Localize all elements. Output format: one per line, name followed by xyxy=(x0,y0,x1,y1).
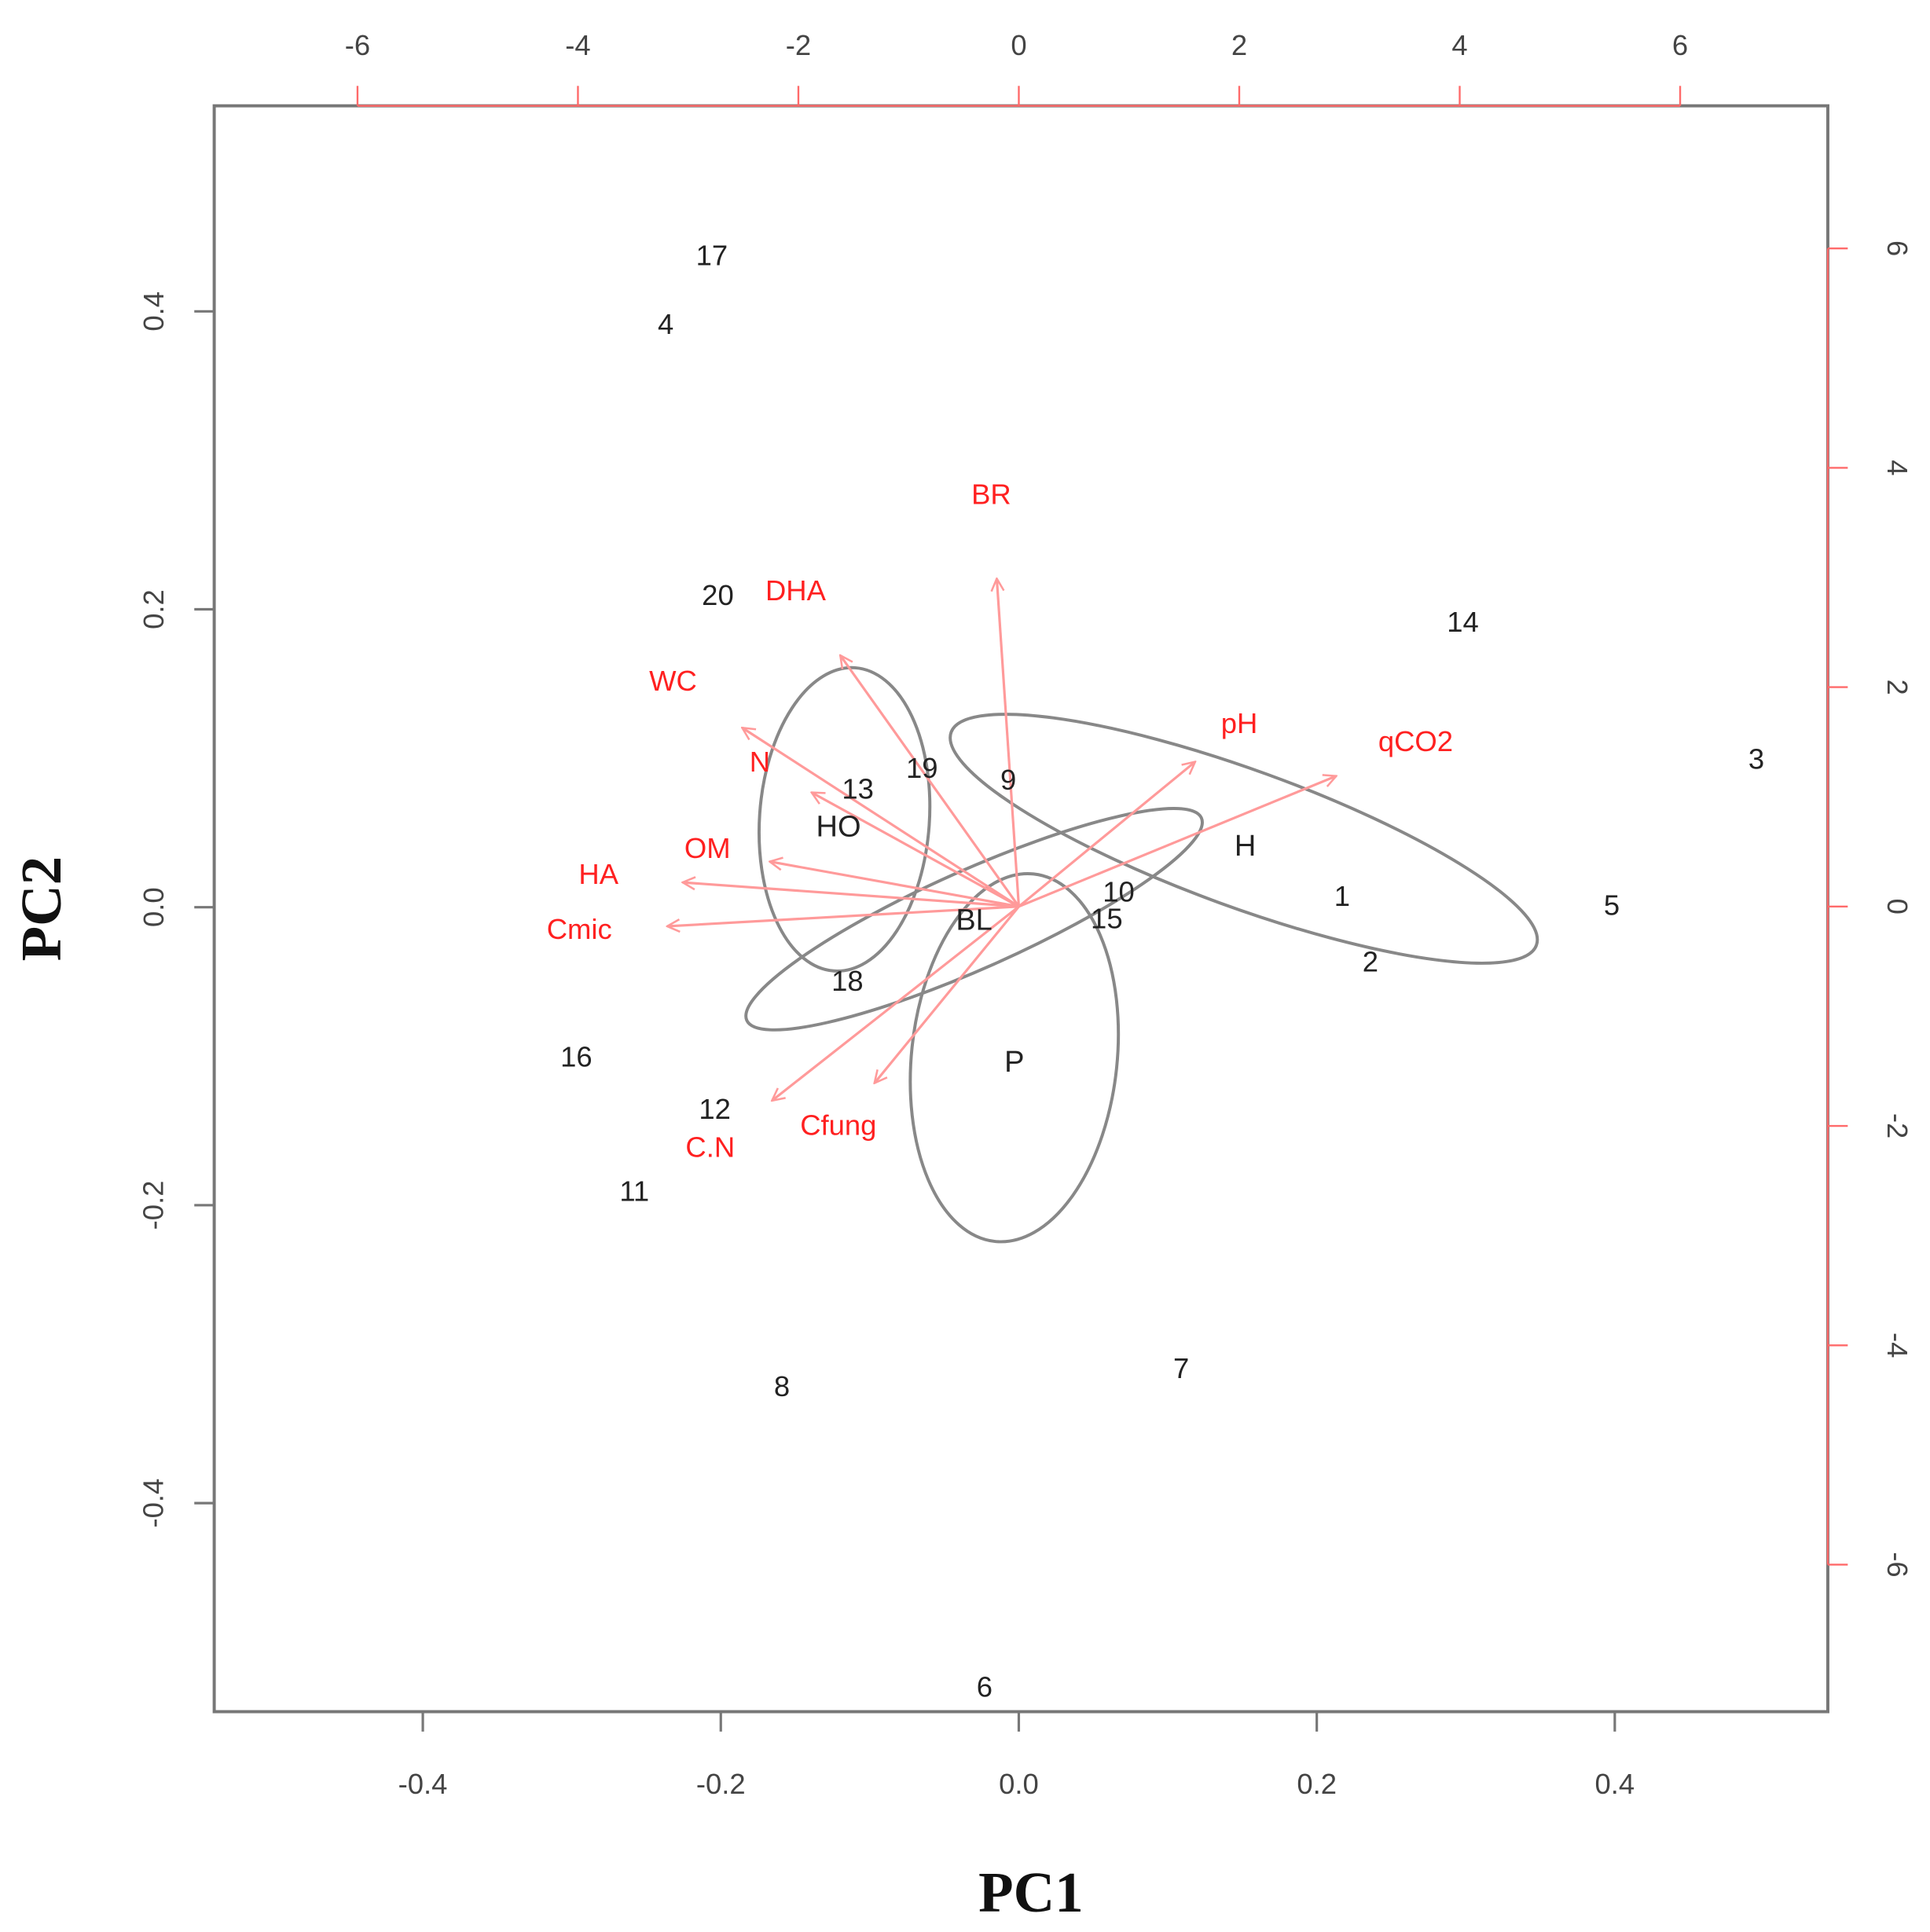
loading-arrow xyxy=(772,905,1020,1101)
sample-point: 15 xyxy=(1091,902,1123,934)
loading-label: HA xyxy=(578,858,618,890)
sample-point: 7 xyxy=(1173,1352,1189,1384)
sample-point: 5 xyxy=(1604,889,1620,921)
x-tick-label: -0.4 xyxy=(398,1768,448,1800)
group-ellipse xyxy=(908,872,1121,1244)
group-ellipse xyxy=(744,807,1204,1032)
right-tick-label: -4 xyxy=(1881,1333,1913,1358)
y-tick-label: 0.2 xyxy=(138,589,170,629)
sample-point: 18 xyxy=(831,965,864,997)
plot-frame xyxy=(212,104,1829,1714)
right-tick-label: 2 xyxy=(1881,679,1913,695)
group-ellipse xyxy=(757,665,932,973)
loading-arrow xyxy=(840,655,1020,907)
sample-point: 10 xyxy=(1103,875,1135,907)
loading-arrow xyxy=(1018,776,1336,908)
sample-point: 11 xyxy=(619,1175,649,1207)
right-tick-label: 4 xyxy=(1881,460,1913,475)
y-tick-label: -0.2 xyxy=(138,1181,170,1230)
x-tick-label: 0.0 xyxy=(999,1768,1039,1800)
top-tick-label: -2 xyxy=(786,29,811,61)
sample-point: 8 xyxy=(774,1370,790,1402)
x-tick-label: -0.2 xyxy=(696,1768,746,1800)
sample-point: 6 xyxy=(977,1671,993,1703)
loading-arrow xyxy=(996,578,1021,907)
top-tick-label: 6 xyxy=(1672,29,1688,61)
group-label: HO xyxy=(816,810,861,843)
sample-point: 12 xyxy=(699,1093,731,1125)
top-tick-label: 2 xyxy=(1231,29,1247,61)
loading-label: qCO2 xyxy=(1378,725,1453,757)
loading-arrow xyxy=(812,791,1020,908)
loading-arrow xyxy=(770,862,1019,908)
loading-arrow xyxy=(667,905,1019,926)
loading-arrow xyxy=(683,882,1019,908)
group-label: P xyxy=(1004,1046,1024,1079)
sample-point: 16 xyxy=(560,1041,593,1073)
group-label: BL xyxy=(956,904,993,937)
loading-label: N xyxy=(750,746,770,778)
top-tick-label: 0 xyxy=(1011,29,1026,61)
loading-arrow xyxy=(742,728,1020,908)
sample-point: 13 xyxy=(842,772,874,805)
x-tick-label: 0.4 xyxy=(1595,1768,1635,1800)
right-tick-label: -6 xyxy=(1881,1552,1913,1577)
x-tick-label: 0.2 xyxy=(1297,1768,1337,1800)
sample-point: 2 xyxy=(1363,945,1378,977)
right-tick-label: 6 xyxy=(1881,240,1913,256)
sample-point: 14 xyxy=(1447,606,1479,638)
right-tick-label: -2 xyxy=(1881,1113,1913,1138)
sample-point: 4 xyxy=(658,308,673,340)
sample-point: 17 xyxy=(696,240,728,272)
top-tick-label: 4 xyxy=(1451,29,1467,61)
loading-label: C.N xyxy=(685,1131,735,1163)
sample-point: 3 xyxy=(1748,743,1764,775)
loading-label: Cfung xyxy=(800,1109,876,1141)
loading-label: BR xyxy=(971,478,1011,511)
y-tick-label: 0.4 xyxy=(138,291,170,332)
x-axis-title: PC1 xyxy=(978,1861,1084,1924)
right-tick-label: 0 xyxy=(1881,899,1913,915)
loading-label: DHA xyxy=(765,574,827,607)
loading-label: Cmic xyxy=(547,913,612,945)
sample-point: 1 xyxy=(1334,880,1350,912)
top-tick-label: -6 xyxy=(345,29,370,61)
sample-point: 9 xyxy=(1000,764,1016,796)
sample-point: 19 xyxy=(906,752,938,784)
sample-point: 20 xyxy=(702,579,734,611)
y-tick-label: -0.4 xyxy=(138,1479,170,1528)
loading-label: WC xyxy=(649,665,697,697)
y-tick-label: 0.0 xyxy=(138,887,170,927)
group-ellipse xyxy=(948,713,1539,965)
top-tick-label: -4 xyxy=(565,29,590,61)
group-label: H xyxy=(1235,830,1256,863)
loading-arrow xyxy=(1018,762,1194,908)
loading-label: pH xyxy=(1221,707,1258,739)
loading-arrow xyxy=(875,905,1020,1083)
loading-label: OM xyxy=(684,832,731,864)
y-axis-title: PC2 xyxy=(9,856,73,962)
